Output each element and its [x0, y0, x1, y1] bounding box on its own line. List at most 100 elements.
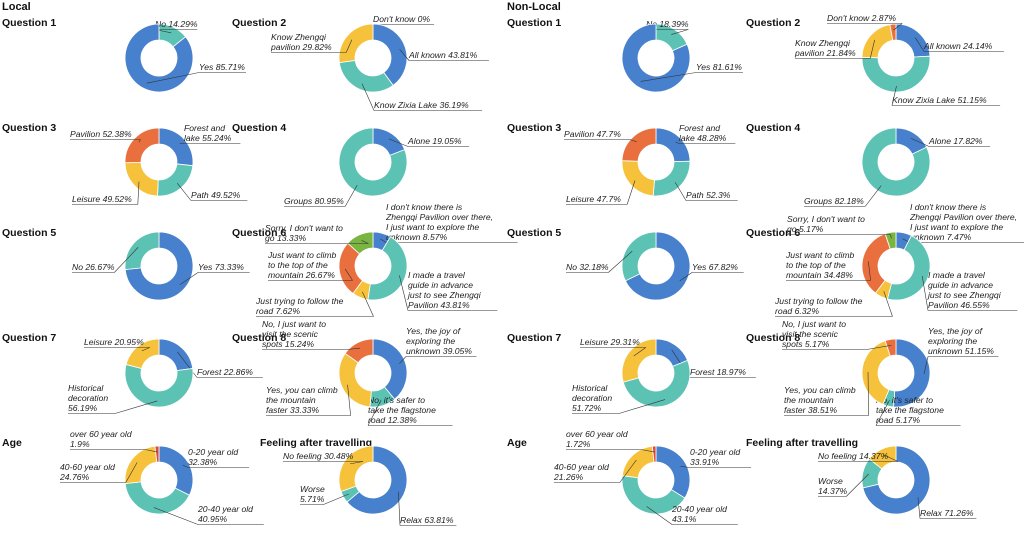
donut-slice	[884, 338, 897, 357]
label-leader	[182, 465, 189, 468]
label-leader	[646, 506, 673, 525]
label-leader	[388, 138, 409, 147]
donut-slice	[372, 23, 408, 86]
slice-label: I don't know there is Zhengqi Pavilion ov…	[385, 202, 493, 242]
slice-label: Groups 82.18%	[804, 196, 864, 206]
slice-label: Path 49.52%	[191, 190, 241, 200]
label-leader	[845, 473, 869, 497]
slice-label: Don't know 2.87%	[827, 13, 896, 23]
donut-chart: Question 5 Yes 67.82% No 32.18%	[507, 227, 744, 301]
label-leader	[398, 491, 401, 526]
chart-title: Question 5	[2, 227, 56, 239]
label-leader	[893, 23, 903, 31]
chart-title: Question 5	[507, 227, 561, 239]
label-leader	[323, 493, 349, 505]
slice-label: No, it's safer to take the flagstone road …	[368, 395, 436, 425]
donut-chart: Question 1 No 18.39% Yes 81.61%	[507, 17, 743, 93]
donut-slice	[367, 236, 408, 301]
slice-label: I don't know there is Zhengqi Pavilion ov…	[909, 202, 1017, 242]
label-leader	[362, 291, 374, 317]
donut-slice	[621, 160, 655, 197]
donut-slice	[124, 363, 194, 408]
label-leader	[671, 29, 689, 35]
slice-label: Yes 73.33%	[198, 262, 244, 272]
donut-slice	[124, 445, 158, 484]
slice-label: Alone 17.82%	[928, 136, 983, 146]
chart-title: Question 7	[507, 332, 561, 344]
donut-slice	[861, 127, 931, 197]
slice-label: I made a travel guide in advance just to s…	[407, 270, 482, 310]
label-leader	[618, 399, 666, 414]
donut-slice	[861, 340, 891, 405]
label-leader	[619, 459, 637, 483]
donut-chart: Question 8 Yes, the joy of exploring the un…	[746, 319, 999, 426]
slice-label: Path 52.3%	[686, 190, 731, 200]
slice-label: Groups 80.95%	[284, 196, 344, 206]
donut-chart: Question 5 Yes 73.33% No 26.67%	[2, 227, 250, 301]
label-leader	[114, 247, 139, 273]
panel-title-nonlocal: Non-Local	[507, 1, 561, 13]
donut-chart: Feeling after travelling Relax 71.26% Wors…	[746, 437, 977, 519]
slice-label: Know Zixia Lake 51.15%	[892, 95, 987, 105]
label-leader	[344, 184, 358, 207]
label-leader	[680, 466, 691, 468]
donut-slice	[887, 235, 931, 301]
donut-chart: Question 2 Don't know 0% All known 43.81% K…	[232, 14, 489, 111]
slice-label: over 60 year old 1.9%	[70, 429, 132, 449]
donut-chart: Question 6 I don't know there is Zhengqi P…	[232, 202, 518, 317]
slice-label: No, I just want to visit the scenic spots …	[782, 319, 846, 349]
label-leader	[114, 400, 158, 414]
donut-chart: Question 3 Forest and lake 55.24% Path 49.5…	[2, 122, 248, 205]
label-leader	[641, 449, 655, 453]
label-leader	[866, 345, 892, 350]
donut-chart: Question 3 Forest and lake 48.28% Path 52.3…	[507, 122, 738, 205]
slice-label: Yes 81.61%	[696, 62, 742, 72]
chart-title: Age	[2, 437, 22, 449]
label-leader	[883, 291, 893, 317]
slice-label: No 32.18%	[566, 262, 609, 272]
label-leader	[137, 181, 140, 205]
donut-slice	[862, 445, 931, 515]
donut-chart: Question 8 Yes, the joy of exploring the un…	[232, 319, 477, 426]
slice-label: Know Zhengqi pavilion 21.84%	[794, 38, 856, 58]
slice-label: 20-40 year old 43.1%	[671, 504, 727, 524]
donut-slice	[338, 445, 374, 492]
slice-label: No 18.39%	[646, 19, 689, 29]
slice-label: Relax 63.81%	[400, 515, 454, 525]
donut-slice	[624, 231, 691, 301]
donut-slice	[621, 127, 657, 162]
label-leader	[875, 400, 890, 426]
donut-slice	[158, 338, 194, 372]
label-leader	[141, 347, 150, 352]
donut-slice	[884, 231, 897, 250]
label-leader	[177, 183, 192, 201]
slice-label: Leisure 47.7%	[566, 194, 621, 204]
charts-layer: Question 1 No 14.29% Yes 85.71% Question 2 D…	[2, 13, 1024, 526]
panel-title-local: Local	[2, 1, 31, 13]
donut-slice	[889, 23, 897, 41]
label-leader	[361, 83, 375, 111]
label-leader	[910, 138, 930, 147]
label-leader	[146, 72, 200, 84]
label-leader	[864, 185, 882, 207]
donut-chart: Age 0-20 year old 33.91% 20-40 year old 43.1…	[507, 429, 752, 525]
label-leader	[367, 399, 382, 426]
label-leader	[138, 139, 141, 143]
label-leader	[125, 462, 138, 483]
donut-chart: Question 7 Forest 18.97% Historical decorat…	[507, 332, 756, 414]
donut-slice	[622, 359, 691, 408]
chart-title: Question 3	[507, 122, 561, 134]
slice-label: 20-40 year old 40.95%	[197, 504, 253, 524]
chart-title: Question 6	[746, 227, 800, 239]
donut-slice	[124, 127, 160, 164]
label-leader	[347, 384, 351, 416]
label-leader	[675, 141, 680, 144]
chart-title: Question 8	[746, 332, 800, 344]
chart-title: Question 2	[232, 17, 286, 29]
chart-title: Question 2	[746, 17, 800, 29]
label-leader	[399, 356, 407, 364]
label-leader	[153, 507, 199, 525]
chart-title: Question 4	[746, 122, 800, 134]
label-leader	[350, 461, 363, 465]
label-leader	[346, 347, 361, 350]
